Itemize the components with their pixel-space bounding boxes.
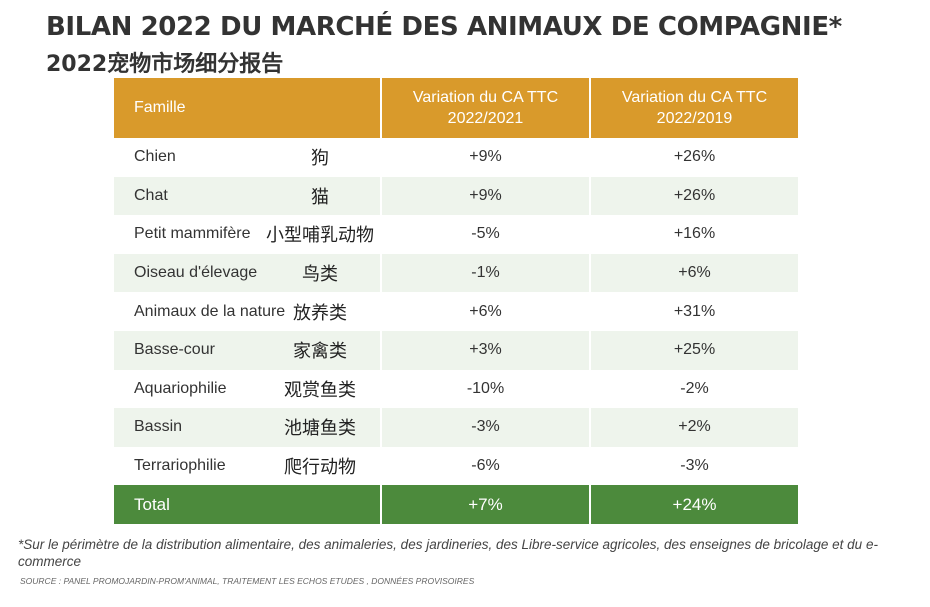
cell-famille: Chien 狗 [114, 138, 380, 177]
cell-famille: Oiseau d'élevage 鸟类 [114, 254, 380, 293]
famille-zh-label: 小型哺乳动物 [266, 225, 374, 247]
table-row: Chat 猫 +9% +26% [114, 176, 798, 216]
table-total-row: Total +7% +24% [114, 485, 798, 524]
cell-variation-2021: +3% [380, 330, 589, 370]
footnote: *Sur le périmètre de la distribution ali… [18, 537, 878, 569]
cell-variation-2019: +26% [589, 176, 798, 216]
famille-label: Terrariophilie [134, 457, 226, 475]
report-subtitle: 2022宠物市场细分报告 [46, 52, 284, 77]
header-variation-2021-label: Variation du CA TTC [412, 89, 559, 106]
report-title: BILAN 2022 DU MARCHÉ DES ANIMAUX DE COMP… [46, 12, 842, 42]
cell-variation-2021: +6% [380, 292, 589, 331]
cell-variation-2021: +9% [380, 138, 589, 177]
header-variation-2021: Variation du CA TTC 2022/2021 [380, 78, 589, 138]
cell-famille: Petit mammifère 小型哺乳动物 [114, 215, 380, 254]
table-row: Oiseau d'élevage 鸟类 -1% +6% [114, 253, 798, 293]
cell-famille: Chat 猫 [114, 177, 380, 216]
cell-variation-2021: -3% [380, 408, 589, 447]
header-famille: Famille [134, 99, 186, 116]
cell-famille: Bassin 池塘鱼类 [114, 408, 380, 447]
total-label: Total [134, 494, 170, 514]
total-variation-2019: +24% [589, 485, 798, 524]
cell-variation-2021: -1% [380, 253, 589, 293]
header-variation-2019-label: Variation du CA TTC [621, 89, 768, 106]
table-row: Bassin 池塘鱼类 -3% +2% [114, 408, 798, 447]
table-header-row: Famille Variation du CA TTC 2022/2021 Va… [114, 78, 798, 138]
table-row: Terrariophilie 爬行动物 -6% -3% [114, 446, 798, 486]
total-variation-2021: +7% [380, 485, 589, 524]
famille-label: Chat [134, 186, 168, 204]
cell-variation-2019: -3% [589, 446, 798, 486]
famille-label: Petit mammifère [134, 225, 251, 243]
table-row: Aquariophilie 观赏鱼类 -10% -2% [114, 369, 798, 409]
famille-zh-label: 放养类 [293, 302, 347, 324]
famille-label: Chien [134, 148, 176, 166]
famille-zh-label: 观赏鱼类 [284, 379, 356, 401]
famille-label: Bassin [134, 418, 183, 436]
table-row: Basse-cour 家禽类 +3% +25% [114, 330, 798, 370]
cell-variation-2021: +9% [380, 176, 589, 216]
cell-variation-2019: +2% [589, 408, 798, 447]
cell-variation-2019: +25% [589, 330, 798, 370]
famille-zh-label: 家禽类 [293, 341, 347, 363]
cell-famille: Basse-cour 家禽类 [114, 331, 380, 370]
market-table: Famille Variation du CA TTC 2022/2021 Va… [114, 78, 798, 524]
header-variation-2019: Variation du CA TTC 2022/2019 [589, 78, 798, 138]
cell-variation-2019: -2% [589, 369, 798, 409]
famille-label: Basse-cour [134, 341, 215, 359]
cell-variation-2019: +26% [589, 138, 798, 177]
famille-zh-label: 爬行动物 [284, 457, 356, 479]
table-row: Animaux de la nature 放养类 +6% +31% [114, 292, 798, 331]
cell-variation-2019: +16% [589, 215, 798, 254]
table-row: Petit mammifère 小型哺乳动物 -5% +16% [114, 215, 798, 254]
cell-variation-2021: -10% [380, 369, 589, 409]
cell-variation-2019: +31% [589, 292, 798, 331]
cell-famille: Animaux de la nature 放养类 [114, 292, 380, 331]
famille-label: Aquariophilie [134, 379, 227, 397]
cell-famille: Aquariophilie 观赏鱼类 [114, 370, 380, 409]
cell-famille: Terrariophilie 爬行动物 [114, 447, 380, 486]
famille-label: Oiseau d'élevage [134, 264, 258, 282]
table-row: Chien 狗 +9% +26% [114, 138, 798, 177]
cell-variation-2019: +6% [589, 253, 798, 293]
famille-label: Animaux de la nature [134, 302, 286, 320]
famille-zh-label: 狗 [311, 148, 329, 170]
famille-zh-label: 池塘鱼类 [284, 418, 356, 440]
header-variation-2019-period: 2022/2019 [656, 110, 733, 127]
cell-variation-2021: -5% [380, 215, 589, 254]
famille-zh-label: 鸟类 [302, 264, 338, 286]
header-variation-2021-period: 2022/2021 [447, 110, 524, 127]
cell-variation-2021: -6% [380, 446, 589, 486]
famille-zh-label: 猫 [311, 186, 329, 208]
source-note: SOURCE : PANEL PROMOJARDIN-PROM'ANIMAL, … [20, 576, 475, 586]
